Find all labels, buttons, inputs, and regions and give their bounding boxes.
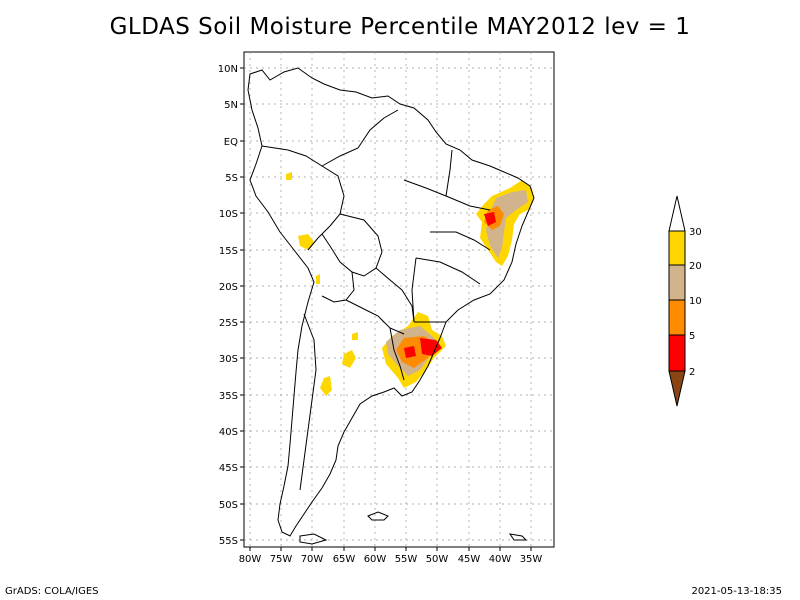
map-frame xyxy=(243,51,555,548)
colorbar-label: 30 xyxy=(689,227,702,238)
state-border xyxy=(415,257,481,285)
shade-argentina xyxy=(342,350,356,368)
lon-label: 70W xyxy=(301,554,324,565)
lat-label: 20S xyxy=(219,282,238,293)
colorbar-label: 2 xyxy=(689,367,695,378)
country-border xyxy=(389,327,405,381)
colorbar-label: 20 xyxy=(689,261,702,272)
lat-label: 25S xyxy=(219,318,238,329)
falklands-coast xyxy=(367,511,389,521)
south-america-coastline xyxy=(247,67,535,537)
lon-label: 80W xyxy=(239,554,262,565)
country-border xyxy=(321,109,399,167)
footer-credit: GrADS: COLA/IGES xyxy=(5,586,99,597)
colorbar-bottom-triangle xyxy=(668,370,686,407)
state-border xyxy=(411,257,417,323)
colorbar-swatch-20-30 xyxy=(668,230,686,266)
colorbar-swatch-10-20 xyxy=(668,264,686,301)
tierra-del-fuego-coast xyxy=(299,533,328,545)
lat-label: 55S xyxy=(219,536,238,547)
lat-label: 30S xyxy=(219,354,238,365)
shade-colombia xyxy=(286,172,292,180)
map-title: GLDAS Soil Moisture Percentile MAY2012 l… xyxy=(109,14,691,40)
longitude-labels: 80W 75W 70W 65W 60W 55W 50W 45W 40W 35W xyxy=(239,554,543,565)
lat-label: 10N xyxy=(218,64,238,75)
colorbar-swatch-2-5 xyxy=(668,334,686,372)
lon-label: 45W xyxy=(458,554,481,565)
lat-label: EQ xyxy=(224,137,238,148)
state-border xyxy=(430,231,491,251)
shade-argentina xyxy=(352,332,358,340)
lat-label: 10S xyxy=(219,209,238,220)
lon-label: 65W xyxy=(333,554,356,565)
lat-label: 15S xyxy=(219,246,238,257)
lat-label: 35S xyxy=(219,391,238,402)
state-border xyxy=(445,149,453,197)
latitude-labels: 10N 5N EQ 5S 10S 15S 20S 25S 30S 35S 40S… xyxy=(218,64,238,547)
country-border xyxy=(321,271,355,303)
shade-peru xyxy=(298,234,314,250)
galapagos-coast xyxy=(508,533,528,541)
colorbar-label: 5 xyxy=(689,331,695,342)
colorbar[interactable]: 30 20 10 5 2 xyxy=(668,195,702,407)
colorbar-top-triangle xyxy=(668,195,686,232)
percentile-shading xyxy=(286,172,534,396)
lon-label: 60W xyxy=(364,554,387,565)
shade-argentina xyxy=(320,376,332,396)
shade-chile xyxy=(316,274,320,284)
lat-label: 50S xyxy=(219,500,238,511)
state-border xyxy=(403,179,491,211)
lat-label: 5S xyxy=(225,173,238,184)
country-border xyxy=(345,299,405,335)
country-border xyxy=(261,145,345,251)
lon-label: 75W xyxy=(270,554,293,565)
country-border xyxy=(299,313,317,491)
footer-timestamp: 2021-05-13-18:35 xyxy=(691,586,782,597)
lon-label: 35W xyxy=(520,554,543,565)
lon-label: 55W xyxy=(395,554,418,565)
colorbar-swatch-5-10 xyxy=(668,299,686,336)
coastlines-and-borders xyxy=(247,67,535,545)
lat-label: 45S xyxy=(219,463,238,474)
lon-label: 40W xyxy=(489,554,512,565)
country-border xyxy=(321,213,383,277)
shade-ne-brazil-2-5 xyxy=(484,212,496,226)
map-gridlines xyxy=(244,52,554,547)
shade-s-brazil-2-5 xyxy=(420,338,442,356)
country-border xyxy=(375,267,415,323)
axis-ticks xyxy=(240,67,532,551)
lat-label: 40S xyxy=(219,427,238,438)
lon-label: 50W xyxy=(426,554,449,565)
colorbar-label: 10 xyxy=(689,296,702,307)
lat-label: 5N xyxy=(224,100,238,111)
shade-s-brazil-2-5 xyxy=(404,346,416,358)
